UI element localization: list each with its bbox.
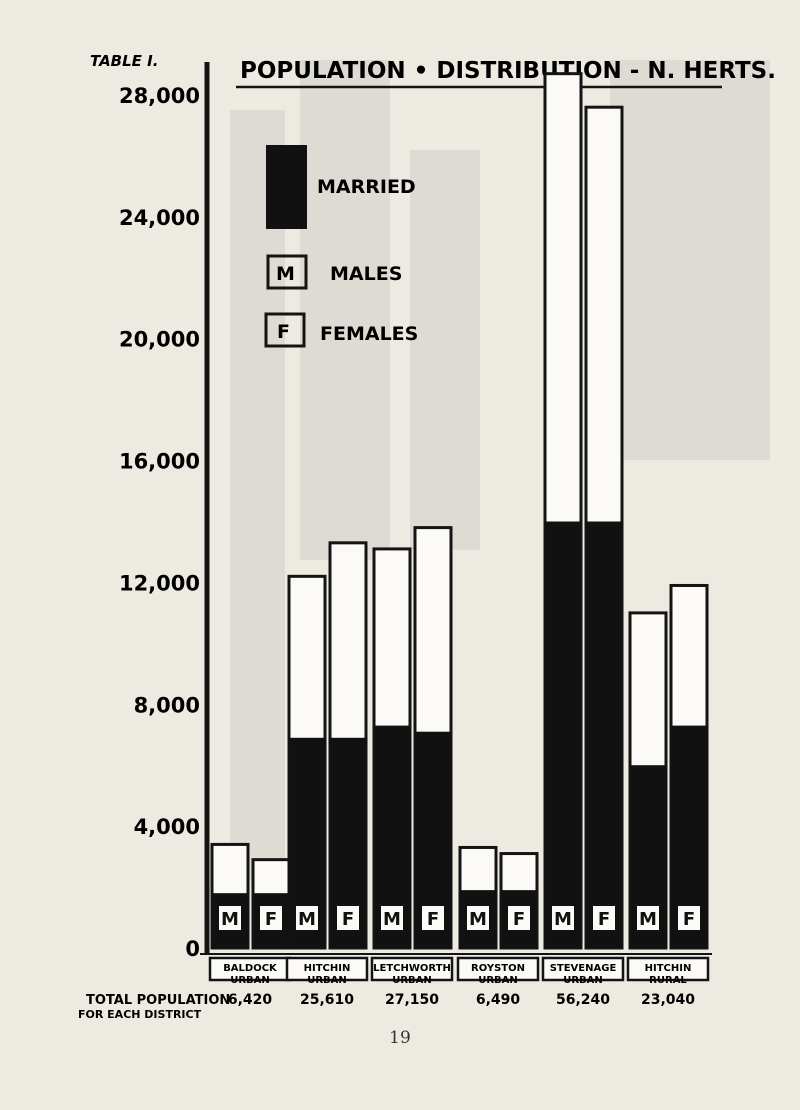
male-bar-label-box [294, 904, 320, 932]
legend-married-swatch [266, 145, 307, 229]
district-total: 6,490 [476, 992, 521, 1008]
y-tick-label: 28,000 [119, 84, 200, 108]
district-total: 27,150 [385, 992, 439, 1008]
district-type: URBAN [392, 975, 432, 986]
male-bar-label: M [469, 909, 487, 930]
district-total: 25,610 [300, 992, 354, 1008]
legend-females-label: FEMALES [320, 323, 418, 345]
female-bar-label: F [427, 909, 439, 930]
y-tick-label: 16,000 [119, 450, 200, 474]
district-total: 56,240 [556, 992, 610, 1008]
district-type: URBAN [230, 975, 270, 986]
district-name: STEVENAGE [550, 963, 617, 974]
male-bar-label-box [635, 904, 661, 932]
male-bar-label: M [298, 909, 316, 930]
y-tick-label: 12,000 [119, 571, 200, 595]
total-label-line1: TOTAL POPULATION [86, 993, 230, 1008]
female-bar-label-box [591, 904, 617, 932]
district-name: BALDOCK [223, 963, 278, 974]
district-label-box [456, 956, 540, 982]
district-totals: 6,420 25,610 27,150 6,490 56,240 23,040 [228, 992, 695, 1008]
district-labels: BALDOCKURBANHITCHINURBANLETCHWORTHURBANR… [208, 956, 710, 986]
male-bar-label: M [639, 909, 657, 930]
female-bar-label-box [420, 904, 446, 932]
chart-title: POPULATION • DISTRIBUTION - N. HERTS. [240, 58, 776, 84]
y-tick-label: 20,000 [119, 328, 200, 352]
male-bar-label-box [379, 904, 405, 932]
district-total: 23,040 [641, 992, 695, 1008]
male-bar-label: M [383, 909, 401, 930]
female-bar-label: F [683, 909, 695, 930]
female-bar-label: F [265, 909, 277, 930]
legend-males-box-letter: M [276, 263, 295, 285]
total-label-line2: FOR EACH DISTRICT [78, 1008, 202, 1021]
y-tick-labels: 0 4,000 8,000 12,000 16,000 20,000 24,000 28,00… [119, 84, 200, 961]
male-bar-label: M [221, 909, 239, 930]
district-label-box [541, 956, 625, 982]
district-total: 6,420 [228, 992, 273, 1008]
female-bar-label-box [258, 904, 284, 932]
female-bar-label-box [506, 904, 532, 932]
male-bar-label-box [550, 904, 576, 932]
district-name: HITCHIN [645, 963, 692, 974]
male-bar-label-box [465, 904, 491, 932]
legend: MARRIED M MALES F FEMALES [264, 145, 418, 348]
y-tick-label: 0 [185, 937, 200, 961]
district-type: URBAN [307, 975, 347, 986]
y-tick-label: 24,000 [119, 206, 200, 230]
male-married-bar [545, 521, 581, 948]
legend-females-box [264, 312, 306, 348]
female-married-bar [586, 521, 622, 948]
female-bar-label-box [335, 904, 361, 932]
district-name: ROYSTON [471, 963, 525, 974]
y-tick-label: 8,000 [134, 693, 200, 717]
district-type: URBAN [563, 975, 603, 986]
show-through [230, 60, 770, 880]
female-bar-label: F [513, 909, 525, 930]
legend-males-label: MALES [330, 263, 402, 285]
legend-married-label: MARRIED [317, 176, 416, 198]
district-name: LETCHWORTH [373, 963, 451, 974]
male-bar-label-box [217, 904, 243, 932]
legend-males-box [266, 254, 308, 290]
district-label-box [626, 956, 710, 982]
legend-females-box-letter: F [277, 321, 290, 343]
y-tick-label: 4,000 [134, 815, 200, 839]
male-bar-label: M [554, 909, 572, 930]
table-label: TABLE I. [90, 52, 158, 70]
female-bar-label-box [676, 904, 702, 932]
district-type: URBAN [478, 975, 518, 986]
district-type: RURAL [649, 975, 687, 986]
page-number: 19 [389, 1028, 411, 1048]
district-label-box [370, 956, 454, 982]
district-name: HITCHIN [304, 963, 351, 974]
district-label-box [285, 956, 369, 982]
female-bar-label: F [342, 909, 354, 930]
female-bar-label: F [598, 909, 610, 930]
